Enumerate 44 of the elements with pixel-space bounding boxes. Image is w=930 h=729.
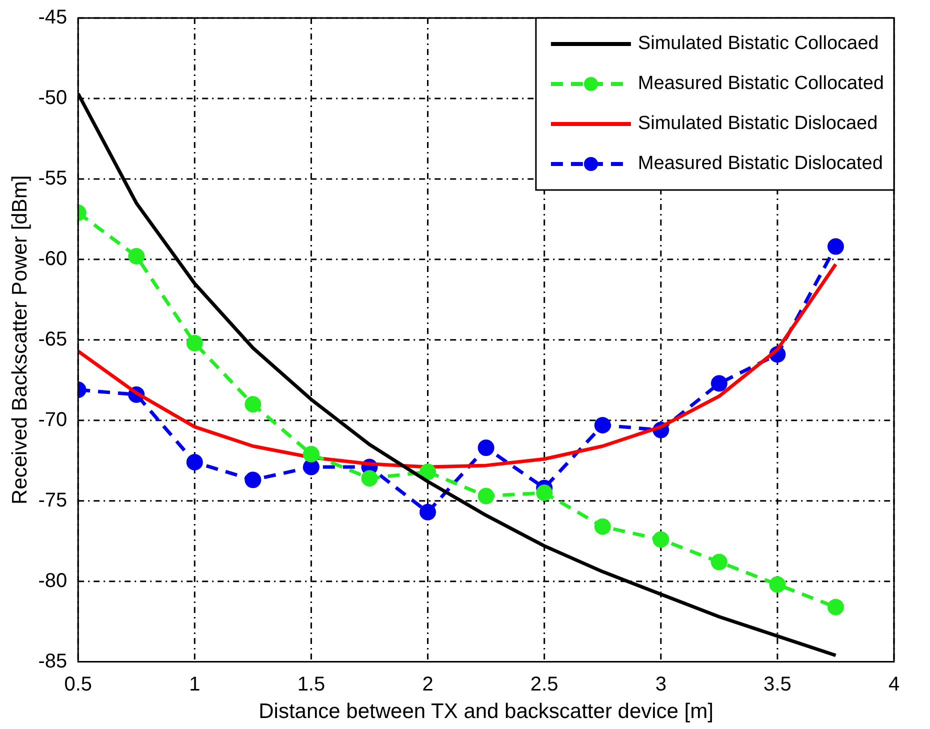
point <box>244 396 262 413</box>
point <box>420 464 436 480</box>
legend-label: Simulated Bistatic Dislocaed <box>638 113 878 134</box>
y-tick-label: -55 <box>38 167 68 190</box>
point <box>186 454 203 470</box>
point <box>652 531 670 548</box>
legend-label: Measured Bistatic Collocated <box>638 73 884 94</box>
x-tick-label: 2.5 <box>530 673 558 696</box>
y-tick-label: -45 <box>38 6 68 29</box>
point <box>186 334 203 352</box>
point <box>827 238 844 255</box>
y-tick-label: -70 <box>38 408 68 431</box>
point <box>302 446 320 462</box>
y-tick-label: -85 <box>38 650 68 672</box>
y-tick-label: -80 <box>38 570 68 592</box>
point <box>128 248 145 264</box>
point <box>710 375 728 392</box>
y-tick-label: -65 <box>38 328 68 350</box>
point <box>827 598 844 616</box>
point <box>478 488 494 504</box>
point <box>302 458 320 476</box>
point <box>361 470 378 487</box>
point <box>244 472 262 488</box>
y-tick-label: -75 <box>38 489 68 512</box>
y-axis-title: Received Backscatter Power [dBm] <box>8 175 32 504</box>
x-axis-title: Distance between TX and backscatter device [m] <box>258 700 714 724</box>
x-tick-label: 0.5 <box>64 673 92 696</box>
point <box>420 504 436 520</box>
point <box>536 484 553 502</box>
x-tick-label: 2 <box>422 673 434 696</box>
x-tick-label: 1 <box>189 673 200 696</box>
point <box>710 554 728 570</box>
point <box>594 518 611 535</box>
point <box>594 416 611 434</box>
legend-label: Measured Bistatic Dislocated <box>638 153 883 174</box>
x-tick-label: 4 <box>888 673 900 696</box>
point <box>478 439 494 456</box>
x-tick-label: 3.5 <box>764 673 792 696</box>
point <box>769 576 786 593</box>
x-tick-label: 1.5 <box>297 673 326 696</box>
y-tick-label: -60 <box>38 248 68 270</box>
x-tick-label: 3 <box>655 673 666 696</box>
y-tick-label: -50 <box>38 86 68 109</box>
legend-label: Simulated Bistatic Collocaed <box>638 33 879 54</box>
